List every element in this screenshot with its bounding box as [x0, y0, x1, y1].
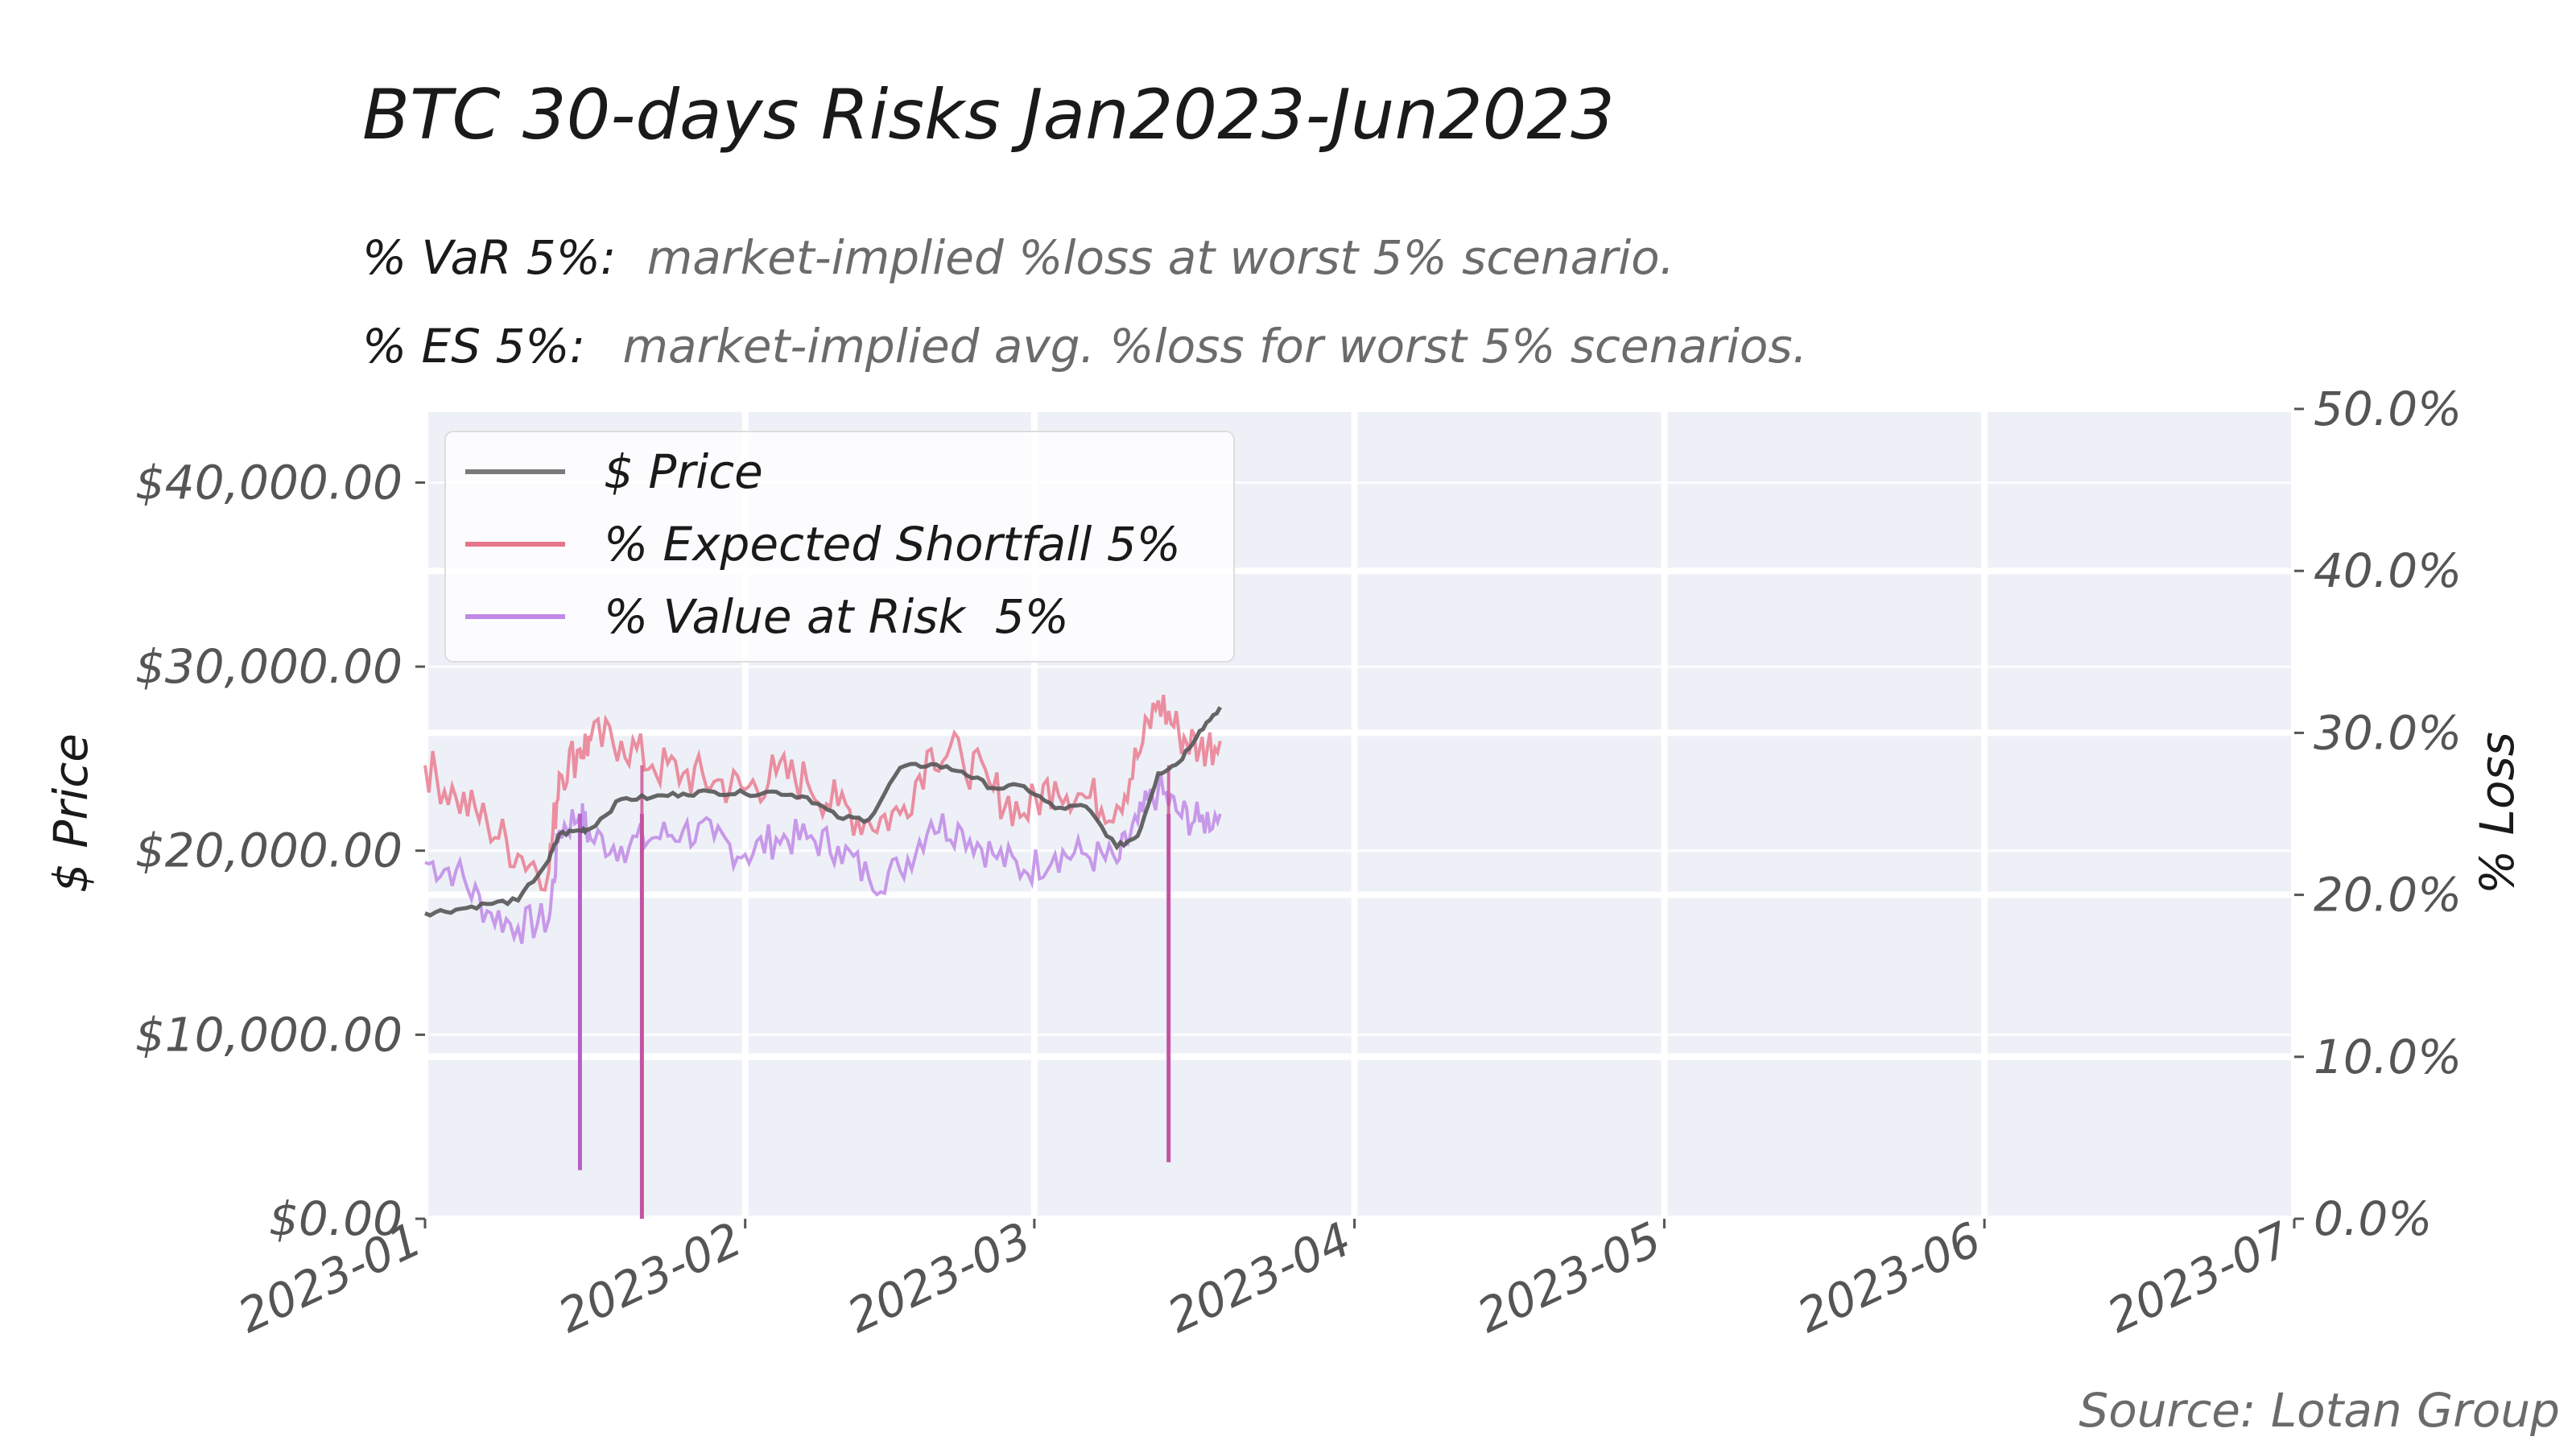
legend: $ Price % Expected Shortfall 5% % Value …: [444, 431, 1235, 663]
subtitle-es-text: market-implied avg. %loss for worst 5% s…: [622, 319, 1807, 374]
legend-label-var: % Value at Risk 5%: [604, 589, 1069, 644]
y-tick-right-label-2: 20.0%: [2314, 868, 2462, 923]
legend-label-es: % Expected Shortfall 5%: [604, 517, 1181, 572]
legend-label-price: $ Price: [604, 444, 763, 499]
grid-lines: [422, 406, 2297, 1222]
source-note: Source: Lotan Group: [2079, 1383, 2560, 1438]
y-tick-left-label-2: $20,000.00: [135, 824, 402, 878]
subtitle-var-label: % VaR 5%:: [362, 230, 616, 285]
y-tick-left-label-4: $40,000.00: [135, 455, 402, 510]
y-axis-label-right: % Loss: [2470, 732, 2524, 894]
x-tick-label-5: 2023-06: [1790, 1212, 1989, 1344]
y-tick-left-label-1: $10,000.00: [135, 1007, 402, 1062]
y-tick-right-label-4: 40.0%: [2314, 543, 2462, 598]
series-lines: [423, 694, 1222, 1219]
series-line-es: [423, 694, 1222, 892]
x-tick-label-6: 2023-07: [2099, 1212, 2299, 1344]
y-tick-right-label-0: 0.0%: [2314, 1191, 2432, 1246]
y-tick-left-label-0: $0.00: [269, 1191, 402, 1246]
subtitle-es-label: % ES 5%:: [362, 319, 585, 374]
subtitle-var-text: market-implied %loss at worst 5% scenari…: [647, 230, 1674, 285]
y-tick-right-label-3: 30.0%: [2314, 705, 2462, 760]
y-tick-right-label-1: 10.0%: [2314, 1030, 2462, 1084]
series-line-price: [424, 706, 1222, 918]
chart-title: BTC 30-days Risks Jan2023-Jun2023: [362, 75, 1615, 155]
legend-box: [444, 431, 1235, 663]
y-axis-label-left: $ Price: [43, 733, 98, 893]
subtitle-var: % VaR 5%: market-implied %loss at worst …: [362, 230, 1674, 285]
x-tick-label-3: 2023-04: [1159, 1212, 1359, 1344]
x-tick-label-2: 2023-03: [839, 1212, 1038, 1344]
subtitle-es: % ES 5%: market-implied avg. %loss for w…: [362, 319, 1807, 374]
y-tick-right-label-5: 50.0%: [2314, 382, 2462, 436]
x-tick-label-1: 2023-02: [550, 1212, 749, 1344]
y-tick-left-label-3: $30,000.00: [135, 639, 402, 694]
x-tick-label-4: 2023-05: [1469, 1212, 1669, 1344]
